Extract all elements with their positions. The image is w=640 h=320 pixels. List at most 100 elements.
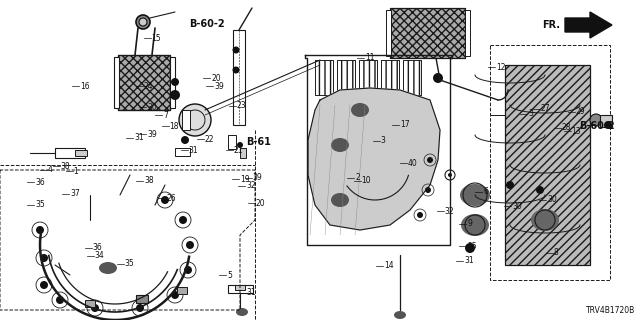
Bar <box>175 148 190 156</box>
Text: 22: 22 <box>205 135 214 144</box>
Bar <box>182 110 190 130</box>
Circle shape <box>237 142 243 148</box>
Circle shape <box>232 67 239 74</box>
Text: 38: 38 <box>61 162 70 171</box>
Text: 32: 32 <box>445 207 454 216</box>
Text: 27: 27 <box>541 104 550 113</box>
Bar <box>170 57 175 108</box>
Text: 30: 30 <box>547 196 557 204</box>
Text: 34: 34 <box>95 252 104 260</box>
Circle shape <box>161 196 169 204</box>
Text: 36: 36 <box>93 244 102 252</box>
Circle shape <box>427 157 433 163</box>
Ellipse shape <box>331 193 349 207</box>
Bar <box>228 135 236 149</box>
Text: 37: 37 <box>70 189 80 198</box>
Text: 7: 7 <box>163 111 168 120</box>
Bar <box>85 300 95 307</box>
Bar <box>75 150 87 156</box>
Bar <box>390 8 465 58</box>
Bar <box>118 55 170 110</box>
Circle shape <box>40 281 48 289</box>
Circle shape <box>36 226 44 234</box>
Text: 30: 30 <box>512 202 522 211</box>
Text: 31: 31 <box>134 133 144 142</box>
Bar <box>136 295 148 303</box>
Text: 13: 13 <box>572 127 581 136</box>
Bar <box>505 65 590 265</box>
Text: 29: 29 <box>576 108 586 116</box>
Text: B-60-2: B-60-2 <box>189 19 225 29</box>
Circle shape <box>40 254 48 262</box>
Circle shape <box>232 46 239 53</box>
Polygon shape <box>308 88 440 230</box>
Text: 35: 35 <box>35 200 45 209</box>
Text: 21: 21 <box>234 146 243 155</box>
Text: 24: 24 <box>144 82 154 91</box>
Text: 31: 31 <box>246 288 256 297</box>
Text: 36: 36 <box>35 178 45 187</box>
Bar <box>381 60 399 95</box>
Bar <box>403 60 421 95</box>
Bar <box>315 60 333 95</box>
Circle shape <box>56 296 64 304</box>
Text: 20: 20 <box>256 199 266 208</box>
Circle shape <box>186 241 194 249</box>
Text: 30: 30 <box>147 103 157 112</box>
Circle shape <box>536 186 544 194</box>
Text: 5: 5 <box>227 271 232 280</box>
Circle shape <box>139 18 147 26</box>
Ellipse shape <box>236 308 248 316</box>
Text: B-61: B-61 <box>246 137 271 148</box>
Bar <box>359 60 377 95</box>
Circle shape <box>170 90 180 100</box>
Circle shape <box>604 121 612 129</box>
Text: 3: 3 <box>381 136 386 145</box>
Circle shape <box>171 291 179 299</box>
Text: 35: 35 <box>125 260 134 268</box>
Text: 3: 3 <box>528 109 533 118</box>
Bar <box>315 60 333 95</box>
Bar <box>337 60 355 95</box>
Text: 16: 16 <box>80 82 90 91</box>
Bar <box>235 285 245 290</box>
Circle shape <box>171 78 179 86</box>
Text: TRV4B1720B: TRV4B1720B <box>586 306 635 315</box>
Bar <box>381 60 399 95</box>
Circle shape <box>136 15 150 29</box>
Ellipse shape <box>394 311 406 319</box>
Text: 25: 25 <box>467 242 477 251</box>
Circle shape <box>465 243 475 253</box>
Bar <box>505 65 590 265</box>
Ellipse shape <box>460 184 490 206</box>
Text: 23: 23 <box>237 101 246 110</box>
Circle shape <box>590 114 602 126</box>
Ellipse shape <box>331 138 349 152</box>
Bar <box>228 285 253 293</box>
Ellipse shape <box>461 214 489 236</box>
Text: 31: 31 <box>464 256 474 265</box>
Circle shape <box>179 104 211 136</box>
Ellipse shape <box>99 262 117 274</box>
Polygon shape <box>565 12 612 38</box>
Text: 38: 38 <box>144 176 154 185</box>
Bar <box>240 148 246 158</box>
Bar <box>118 55 170 110</box>
Text: 20: 20 <box>211 74 221 83</box>
Circle shape <box>91 304 99 312</box>
Text: 10: 10 <box>362 176 371 185</box>
Text: 32: 32 <box>246 181 256 190</box>
Circle shape <box>433 73 443 83</box>
Text: 18: 18 <box>170 122 179 131</box>
Circle shape <box>181 136 189 144</box>
Ellipse shape <box>351 103 369 117</box>
Text: 39: 39 <box>214 82 224 91</box>
Bar <box>55 148 85 158</box>
Circle shape <box>179 216 187 224</box>
Text: 12: 12 <box>496 63 506 72</box>
Text: 19: 19 <box>240 175 250 184</box>
Bar <box>386 10 391 56</box>
Text: 11: 11 <box>365 53 374 62</box>
Bar <box>490 45 610 280</box>
Text: 15: 15 <box>152 34 161 43</box>
